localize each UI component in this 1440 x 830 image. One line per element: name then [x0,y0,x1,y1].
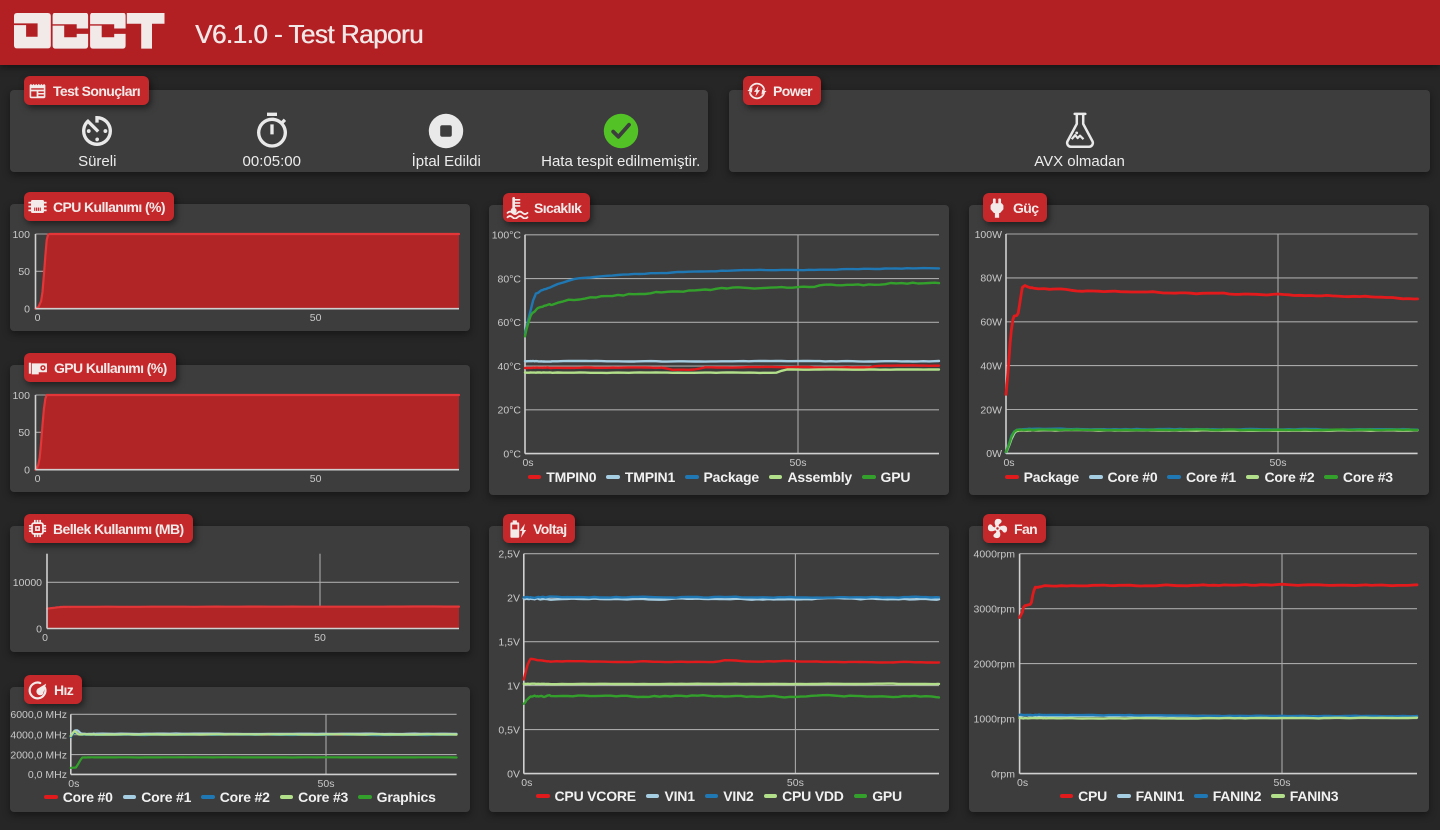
svg-text:60°C: 60°C [498,317,522,329]
svg-text:60W: 60W [980,317,1002,329]
svg-text:50: 50 [310,473,322,485]
svg-text:4000,0 MHz: 4000,0 MHz [10,730,67,742]
svg-text:100: 100 [12,229,30,241]
svg-text:0,0 MHz: 0,0 MHz [28,769,67,781]
svg-text:100: 100 [12,390,30,402]
svg-text:2000,0 MHz: 2000,0 MHz [10,749,67,761]
svg-text:80°C: 80°C [498,273,522,285]
svg-text:0s: 0s [1017,777,1028,789]
svg-text:10000: 10000 [13,577,42,589]
svg-text:50s: 50s [787,777,804,789]
svg-text:50: 50 [18,427,30,439]
svg-text:40°C: 40°C [498,361,522,373]
svg-text:20°C: 20°C [498,405,522,417]
svg-text:1V: 1V [507,680,520,692]
svg-text:1000rpm: 1000rpm [974,713,1016,725]
svg-text:0V: 0V [507,768,520,780]
svg-text:2V: 2V [507,593,520,605]
svg-text:0: 0 [35,473,41,485]
svg-text:50s: 50s [790,457,807,469]
svg-text:50: 50 [314,632,326,644]
svg-text:1,5V: 1,5V [498,637,520,649]
svg-text:0°C: 0°C [503,448,521,460]
svg-text:0s: 0s [1003,457,1014,469]
svg-text:0: 0 [24,465,30,477]
svg-text:2000rpm: 2000rpm [974,658,1016,670]
svg-text:0W: 0W [986,448,1002,460]
svg-text:0: 0 [42,632,48,644]
svg-text:80W: 80W [980,273,1002,285]
svg-text:0: 0 [24,304,30,316]
svg-text:6000,0 MHz: 6000,0 MHz [10,709,67,721]
svg-text:4000rpm: 4000rpm [974,549,1016,561]
svg-text:20W: 20W [980,404,1002,416]
svg-text:0,5V: 0,5V [498,724,520,736]
svg-text:100°C: 100°C [492,230,522,242]
svg-text:100W: 100W [975,229,1003,241]
svg-text:0s: 0s [522,457,533,469]
svg-text:50s: 50s [318,778,335,790]
svg-text:50s: 50s [1274,777,1291,789]
svg-text:0s: 0s [521,777,532,789]
svg-text:2,5V: 2,5V [498,549,520,561]
svg-text:50s: 50s [1270,457,1287,469]
svg-text:3000rpm: 3000rpm [974,604,1016,616]
svg-text:50: 50 [18,266,30,278]
svg-text:40W: 40W [980,360,1002,372]
svg-text:50: 50 [310,312,322,324]
svg-text:0: 0 [35,312,41,324]
svg-text:0rpm: 0rpm [991,768,1015,780]
svg-text:0: 0 [36,623,42,635]
svg-text:0s: 0s [68,778,79,790]
